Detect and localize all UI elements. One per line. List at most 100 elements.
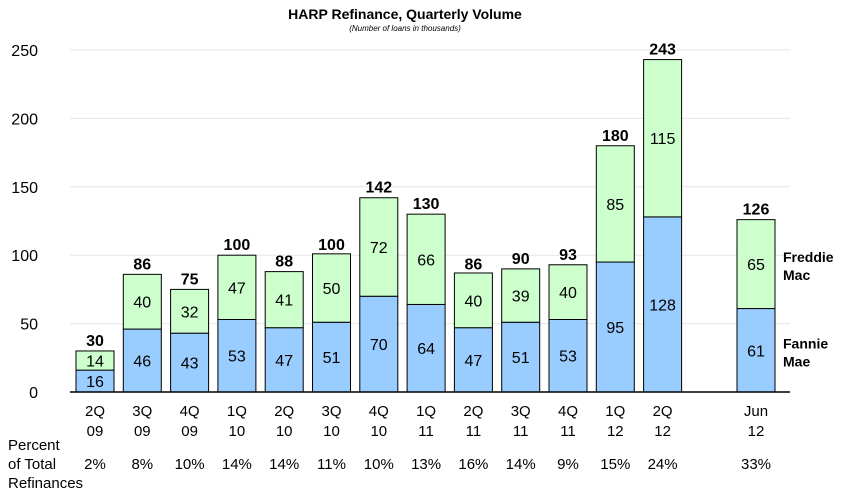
x-tick-label: 2Q [653, 403, 673, 420]
bar-fannie-mae [170, 332, 210, 393]
percent-value: 10% [364, 456, 394, 473]
percent-value: 9% [557, 456, 579, 473]
x-tick-label: Jun [744, 403, 768, 420]
x-tick-label: 10 [276, 423, 293, 440]
x-tick-label: 11 [513, 423, 529, 440]
total-label: 75 [181, 271, 199, 288]
percent-value: 11% [317, 456, 346, 473]
data-label: 40 [465, 293, 483, 310]
legend-label: Mac [783, 267, 810, 283]
bar-freddie-mac [736, 219, 776, 310]
bar-fannie-mae [359, 295, 399, 393]
x-tick-label: 09 [181, 423, 198, 440]
data-label: 66 [417, 252, 435, 269]
x-tick-label: 3Q [132, 403, 152, 420]
data-label: 95 [606, 320, 624, 337]
y-tick-label: 0 [29, 385, 38, 402]
x-tick-label: 4Q [558, 403, 578, 420]
bar-freddie-mac [170, 288, 210, 334]
y-tick-label: 150 [11, 180, 38, 197]
data-label: 53 [559, 349, 577, 366]
total-label: 126 [743, 202, 770, 219]
data-label: 47 [465, 353, 483, 370]
data-label: 85 [606, 197, 624, 214]
x-tick-label: 3Q [321, 403, 341, 420]
bar-freddie-mac [595, 145, 635, 263]
total-label: 180 [602, 128, 629, 145]
data-label: 65 [747, 257, 765, 274]
total-label: 90 [512, 251, 530, 268]
total-label: 86 [133, 256, 151, 273]
data-label: 47 [275, 353, 293, 370]
x-tick-label: 12 [654, 423, 671, 440]
bar-fannie-mae [595, 261, 635, 393]
y-tick-label: 200 [11, 111, 38, 128]
percent-value: 33% [741, 456, 771, 473]
x-tick-label: 11 [418, 423, 434, 440]
bar-freddie-mac [453, 272, 493, 329]
total-label: 93 [559, 247, 577, 264]
bar-freddie-mac [406, 213, 446, 305]
x-tick-label: 2Q [463, 403, 483, 420]
bar-fannie-mae [453, 327, 493, 393]
x-tick-label: 4Q [180, 403, 200, 420]
data-label: 70 [370, 337, 388, 354]
data-label: 39 [512, 289, 530, 306]
x-tick-label: 2Q [85, 403, 105, 420]
data-label: 40 [133, 295, 151, 312]
legend-label: Mae [783, 353, 810, 369]
x-tick-label: 1Q [605, 403, 625, 420]
y-tick-label: 250 [11, 43, 38, 60]
data-label: 50 [323, 281, 341, 298]
data-label: 46 [133, 354, 151, 371]
x-tick-label: 2Q [274, 403, 294, 420]
total-label: 88 [275, 254, 293, 271]
data-label: 115 [650, 131, 676, 148]
percent-value: 8% [131, 456, 153, 473]
percent-value: 16% [458, 456, 488, 473]
bar-fannie-mae [122, 328, 162, 393]
legend-label: Freddie [783, 249, 834, 265]
x-tick-label: 3Q [511, 403, 531, 420]
x-tick-label: 4Q [369, 403, 389, 420]
total-label: 86 [465, 256, 483, 273]
data-label: 64 [417, 341, 435, 358]
data-label: 40 [559, 285, 577, 302]
data-label: 51 [512, 350, 530, 367]
data-label: 41 [275, 293, 293, 310]
percent-value: 14% [506, 456, 536, 473]
x-tick-label: 09 [87, 423, 104, 440]
data-label: 43 [181, 356, 199, 373]
y-tick-label: 50 [20, 317, 38, 334]
bar-freddie-mac [548, 264, 588, 320]
total-label: 142 [365, 180, 392, 197]
bar-freddie-mac [122, 273, 162, 330]
x-tick-label: 10 [323, 423, 340, 440]
percent-row-label: Refinances [8, 475, 83, 491]
x-tick-label: 12 [607, 423, 624, 440]
x-tick-label: 10 [370, 423, 387, 440]
percent-value: 14% [222, 456, 252, 473]
bar-freddie-mac [359, 197, 399, 297]
percent-value: 24% [648, 456, 678, 473]
total-label: 100 [224, 237, 251, 254]
x-tick-label: 11 [560, 423, 576, 440]
bar-freddie-mac [75, 350, 115, 371]
legend-label: Fannie [783, 335, 828, 351]
x-tick-label: 11 [466, 423, 482, 440]
data-label: 14 [86, 354, 104, 371]
data-label: 32 [181, 304, 199, 321]
percent-value: 10% [175, 456, 205, 473]
x-tick-label: 1Q [227, 403, 247, 420]
bar-fannie-mae [406, 303, 446, 393]
data-label: 51 [323, 350, 341, 367]
x-tick-label: 12 [748, 423, 765, 440]
data-label: 47 [228, 280, 246, 297]
chart-title: HARP Refinance, Quarterly Volume [288, 6, 522, 22]
x-tick-label: 09 [134, 423, 151, 440]
y-tick-label: 100 [11, 248, 38, 265]
percent-value: 14% [269, 456, 299, 473]
data-label: 53 [228, 349, 246, 366]
percent-value: 15% [600, 456, 630, 473]
chart-subtitle: (Number of loans in thousands) [349, 24, 461, 33]
